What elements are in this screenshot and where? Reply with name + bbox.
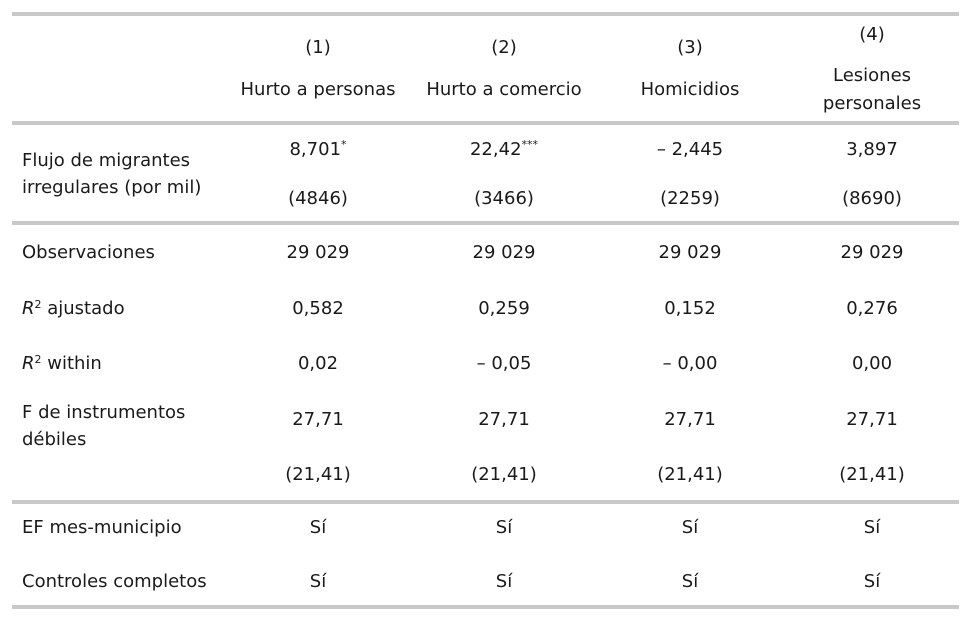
col4-title-line1: Lesiones [832, 65, 912, 86]
value-cell: 0,02 [297, 353, 339, 374]
col3-number: (3) [677, 37, 703, 58]
p-value-cell: (21,41) [657, 464, 723, 485]
row-label-controles-completos: Controles completos [22, 571, 207, 592]
value-cell: Sí [863, 571, 881, 592]
col1-title: Hurto a personas [240, 79, 396, 100]
col2-title: Hurto a comercio [426, 79, 582, 100]
value-cell: 29 029 [472, 242, 536, 263]
std-error-cell: (2259) [660, 188, 720, 209]
value-cell: 27,71 [292, 409, 344, 430]
value-cell: 0,582 [292, 298, 344, 319]
col2-number: (2) [491, 37, 517, 58]
value-cell: Sí [863, 517, 881, 538]
coef-cell: 8,701* [289, 138, 347, 160]
table-bottom-rule [12, 605, 959, 609]
value-cell: 29 029 [840, 242, 904, 263]
value-cell: – 0,00 [662, 353, 718, 374]
std-error-cell: (3466) [474, 188, 534, 209]
value-cell: Sí [309, 517, 327, 538]
value-cell: 27,71 [846, 409, 898, 430]
significance-stars: *** [521, 138, 539, 151]
p-value-cell: (21,41) [471, 464, 537, 485]
value-cell: 0,276 [846, 298, 898, 319]
value-cell: Sí [681, 571, 699, 592]
p-value-cell: (21,41) [839, 464, 905, 485]
table-top-rule [12, 12, 959, 16]
row-label-r2-within: R2 within [22, 353, 102, 374]
header-bottom-rule [12, 121, 959, 125]
row-label-ef-mes-municipio: EF mes-municipio [22, 517, 182, 538]
value-cell: 27,71 [478, 409, 530, 430]
std-error-cell: (4846) [288, 188, 348, 209]
value-cell: 29 029 [658, 242, 722, 263]
coef-cell: 22,42*** [469, 138, 539, 160]
value-cell: Sí [309, 571, 327, 592]
col4-number: (4) [859, 24, 885, 45]
col4-title-line2: personales [822, 93, 922, 114]
value-cell: Sí [681, 517, 699, 538]
row-label-flujo-line2: irregulares (por mil) [22, 177, 202, 198]
row-label-f-instrumentos-line2: débiles [22, 429, 87, 450]
coef-block-bottom-rule [12, 221, 959, 225]
value-cell: Sí [495, 517, 513, 538]
row-label-r2-ajustado: R2 ajustado [22, 298, 125, 319]
value-cell: 0,152 [664, 298, 716, 319]
row-label-f-instrumentos-line1: F de instrumentos [22, 402, 186, 423]
row-label-flujo-line1: Flujo de migrantes [22, 150, 191, 171]
col3-title: Homicidios [640, 79, 740, 100]
coef-cell: 3,897 [846, 139, 898, 160]
value-cell: 0,259 [478, 298, 530, 319]
std-error-cell: (8690) [842, 188, 902, 209]
coef-cell: – 2,445 [656, 139, 724, 160]
significance-stars: * [341, 138, 347, 151]
col1-number: (1) [305, 37, 331, 58]
p-value-cell: (21,41) [285, 464, 351, 485]
value-cell: 0,00 [851, 353, 893, 374]
value-cell: 29 029 [286, 242, 350, 263]
value-cell: – 0,05 [476, 353, 532, 374]
stats-block-bottom-rule [12, 500, 959, 504]
row-label-observaciones: Observaciones [22, 242, 155, 263]
value-cell: Sí [495, 571, 513, 592]
value-cell: 27,71 [664, 409, 716, 430]
